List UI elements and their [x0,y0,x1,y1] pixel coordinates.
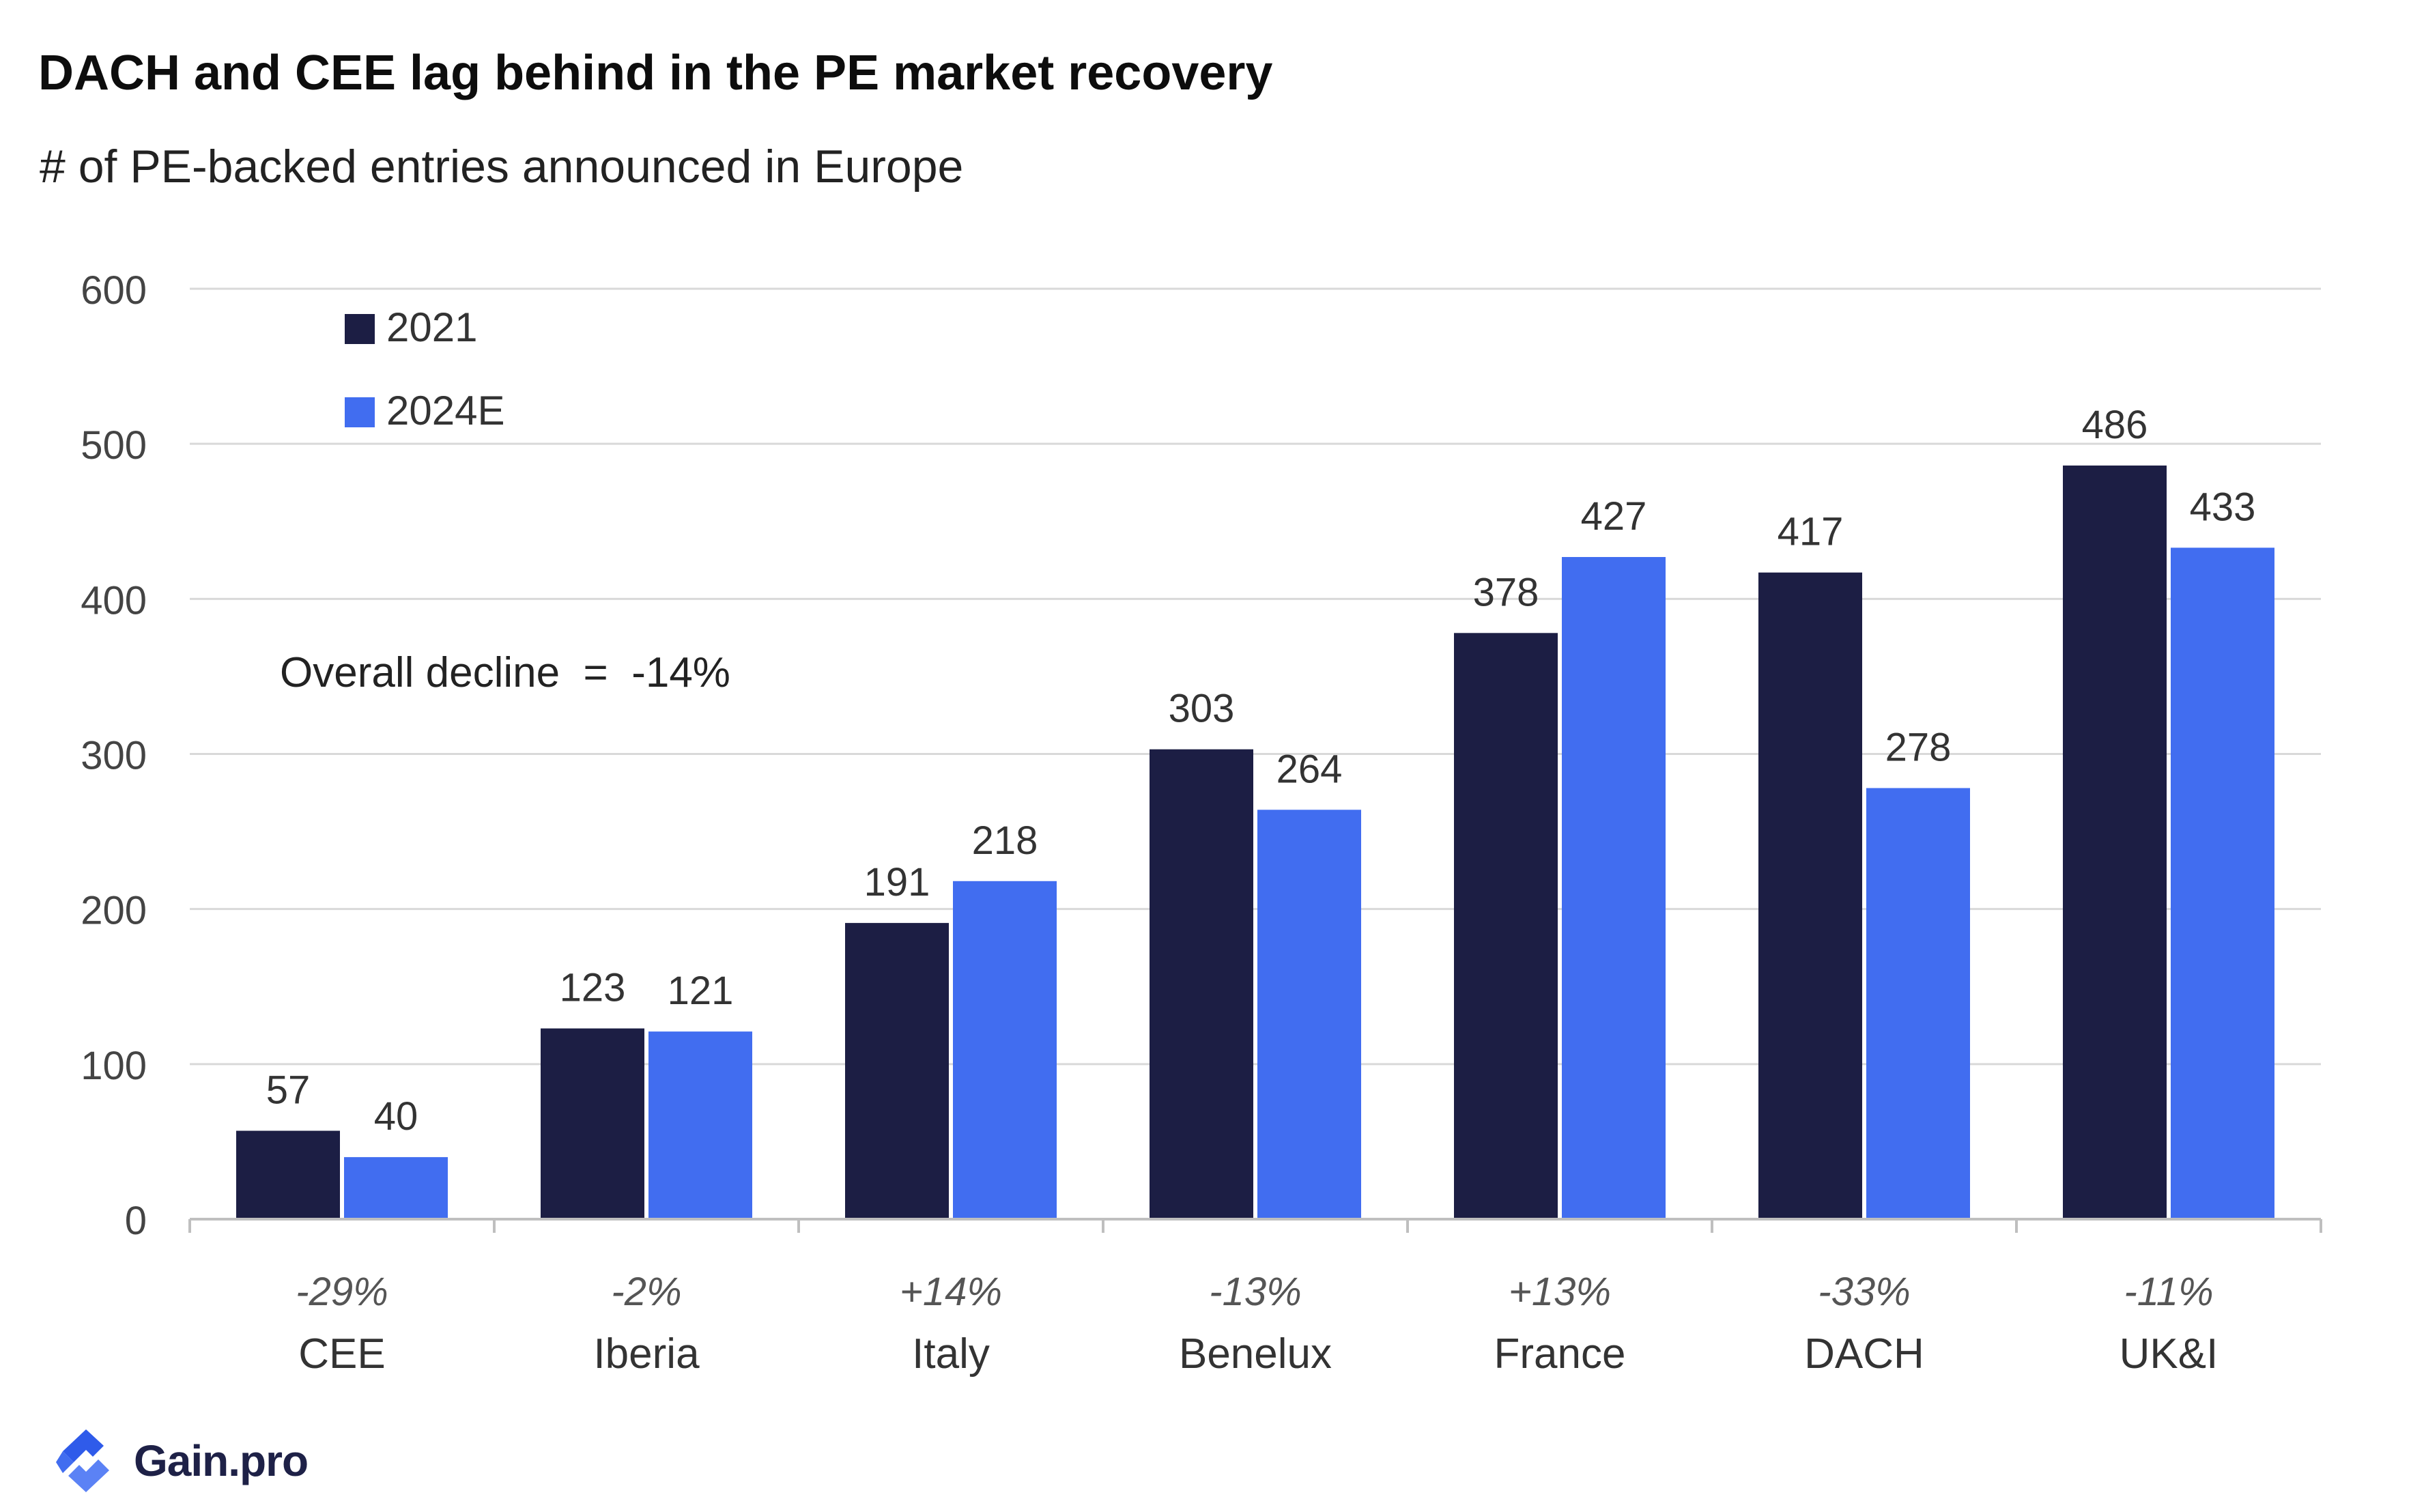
change-label: -2% [611,1270,681,1314]
bar-value-label: 121 [668,969,734,1013]
y-tick-label: 500 [81,423,147,468]
chart-subtitle: # of PE-backed entries announced in Euro… [40,141,964,192]
bar-value-label: 433 [2190,485,2256,529]
bar-2021-dach [1758,572,1862,1219]
legend: 2021 2024E [345,304,505,433]
bar-value-label: 486 [2082,403,2148,447]
legend-label-2024e: 2024E [386,388,505,433]
bar-value-label: 378 [1473,570,1539,614]
y-tick-label: 600 [81,268,147,313]
bar-value-label: 427 [1581,494,1647,539]
category-label: Italy [912,1330,990,1378]
bar-2021-cee [236,1130,340,1219]
brand-name: Gain.pro [134,1436,309,1485]
change-label: -33% [1818,1270,1910,1314]
bar-value-label: 123 [560,966,626,1010]
y-tick-label: 0 [125,1199,147,1243]
bar-value-label: 264 [1276,747,1343,791]
bar-2024e-cee [344,1157,448,1219]
bar-value-label: 218 [972,818,1038,863]
bar-2024e-italy [953,881,1057,1219]
bar-value-label: 57 [266,1068,311,1113]
bar-2024e-iberia [648,1031,752,1219]
category-label: CEE [298,1330,385,1378]
bar-value-label: 191 [864,860,930,904]
bar-2024e-dach [1866,788,1970,1219]
gain-pro-logo-icon [56,1429,109,1492]
change-label: -11% [2124,1270,2213,1314]
category-label: Iberia [593,1330,700,1378]
chart-title: DACH and CEE lag behind in the PE market… [38,46,1273,100]
y-tick-label: 200 [81,889,147,933]
bar-2024e-uki [2171,547,2274,1219]
change-label: +14% [900,1270,1002,1314]
y-tick-label: 100 [81,1044,147,1088]
legend-swatch-2024e [345,397,375,427]
bar-value-label: 278 [1885,725,1952,769]
category-label: DACH [1804,1330,1924,1378]
change-label: -13% [1209,1270,1301,1314]
category-label: UK&I [2120,1330,2219,1378]
bar-2021-benelux [1150,749,1253,1219]
bar-2021-uki [2063,465,2167,1219]
bar-2021-iberia [541,1028,644,1219]
bar-2024e-benelux [1257,810,1361,1219]
y-tick-label: 400 [81,578,147,623]
category-label: France [1494,1330,1626,1378]
bar-2021-france [1454,633,1558,1219]
legend-label-2021: 2021 [386,304,477,350]
axes: 0 100 200 300 400 500 600 -29% CEE -2% Iberia +14% I… [81,268,2322,1378]
bar-value-label: 40 [374,1094,418,1139]
bars [236,465,2274,1219]
data-labels: 57 40 123 121 191 218 303 264 378 427 417 278 486 433 [266,403,2256,1139]
bar-2021-italy [845,923,949,1219]
y-tick-label: 300 [81,734,147,778]
bar-value-label: 303 [1169,687,1235,731]
change-label: +13% [1509,1270,1611,1314]
legend-swatch-2021 [345,314,375,344]
bar-2024e-france [1562,556,1666,1219]
category-label: Benelux [1179,1330,1332,1378]
bar-value-label: 417 [1778,510,1844,554]
change-label: -29% [296,1270,388,1314]
gain-pro-logo: Gain.pro [53,1427,309,1495]
overall-decline-annotation: Overall decline = -14% [280,649,730,696]
